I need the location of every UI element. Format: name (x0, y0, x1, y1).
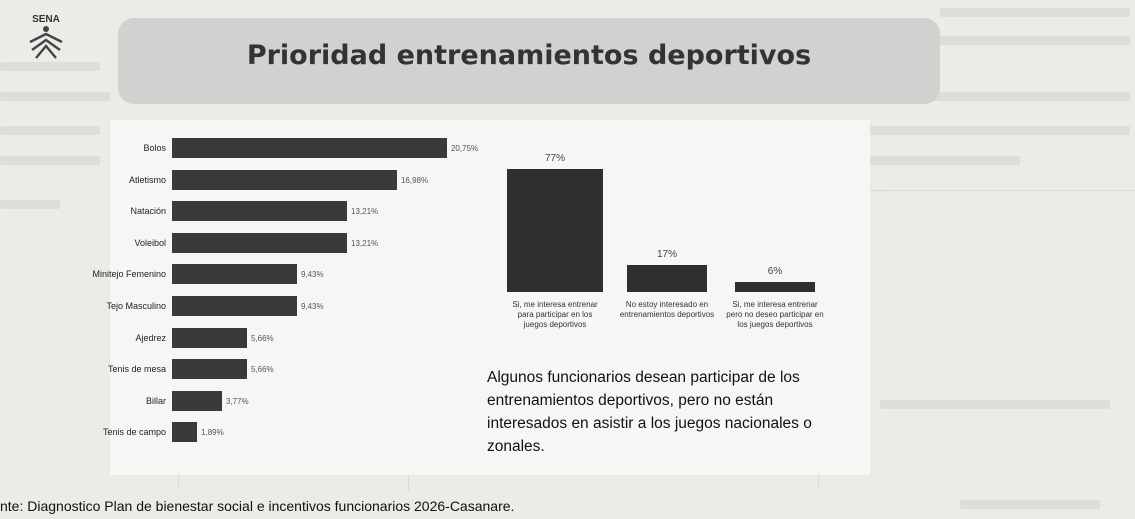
source-footnote: nte: Diagnostico Plan de bienestar socia… (0, 498, 514, 514)
column-category-label: No estoy interesado en entrenamientos de… (617, 300, 717, 320)
bar-label: Ajedrez (16, 333, 166, 343)
bar-label: Voleibol (16, 238, 166, 248)
column (507, 169, 603, 292)
bar (172, 264, 297, 284)
bar-label: Natación (16, 206, 166, 216)
bar-label: Tejo Masculino (16, 301, 166, 311)
logo-text: SENA (32, 14, 60, 25)
bar (172, 296, 297, 316)
column (627, 265, 707, 292)
column-value-label: 77% (525, 153, 585, 164)
bar (172, 391, 222, 411)
bar-label: Minitejo Femenino (16, 269, 166, 279)
bar-value-label: 9,43% (301, 270, 324, 279)
column-value-label: 6% (745, 266, 805, 277)
bar-value-label: 1,89% (201, 428, 224, 437)
column-value-label: 17% (637, 249, 697, 260)
bar (172, 201, 347, 221)
bar-value-label: 13,21% (351, 207, 378, 216)
bar-label: Bolos (16, 143, 166, 153)
bar-label: Tenis de mesa (16, 364, 166, 374)
bar (172, 138, 447, 158)
page-title: Prioridad entrenamientos deportivos (118, 40, 940, 71)
bar-label: Billar (16, 396, 166, 406)
bar (172, 233, 347, 253)
bar-value-label: 3,77% (226, 397, 249, 406)
bar-value-label: 5,66% (251, 365, 274, 374)
bar (172, 328, 247, 348)
bar-value-label: 9,43% (301, 302, 324, 311)
bar (172, 359, 247, 379)
bar (172, 170, 397, 190)
column-category-label: Si, me interesa entrenar pero no deseo p… (725, 300, 825, 330)
bar-label: Atletismo (16, 175, 166, 185)
sena-logo: SENA (24, 12, 68, 60)
bar-value-label: 20,75% (451, 144, 478, 153)
bar-value-label: 13,21% (351, 239, 378, 248)
column (735, 282, 815, 292)
bar-value-label: 16,98% (401, 176, 428, 185)
chart-note: Algunos funcionarios desean participar d… (487, 366, 847, 458)
column-category-label: Si, me interesa entrenar para participar… (505, 300, 605, 330)
bar (172, 422, 197, 442)
bar-value-label: 5,66% (251, 334, 274, 343)
bar-label: Tenis de campo (16, 427, 166, 437)
